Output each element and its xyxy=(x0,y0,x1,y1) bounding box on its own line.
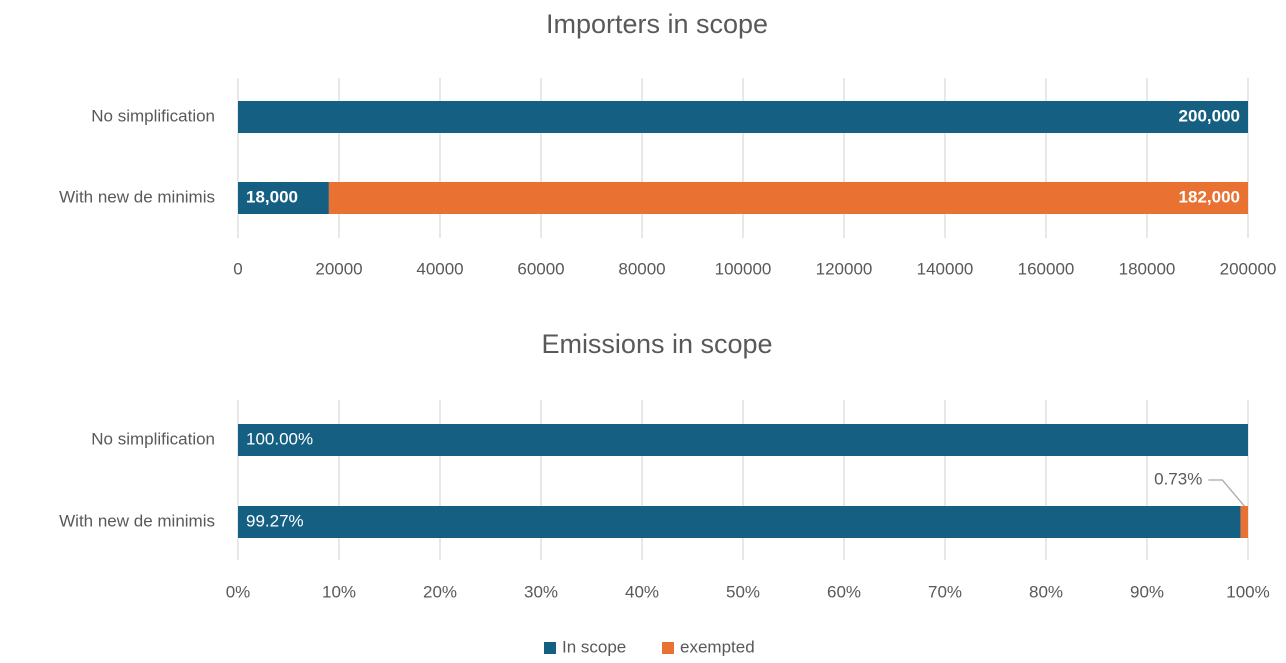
x-tick-label: 200000 xyxy=(1220,259,1277,278)
x-tick-label: 10% xyxy=(322,582,356,601)
x-tick-label: 100% xyxy=(1226,582,1269,601)
x-tick-label: 120000 xyxy=(816,259,873,278)
callout-leader-line xyxy=(1208,479,1245,507)
x-tick-label: 40000 xyxy=(416,259,463,278)
bar-exempted xyxy=(328,182,1248,214)
x-tick-label: 0% xyxy=(226,582,251,601)
bar-in-scope xyxy=(238,101,1248,133)
x-tick-label: 100000 xyxy=(715,259,772,278)
bar-in-scope xyxy=(238,506,1241,538)
category-label: No simplification xyxy=(91,106,215,125)
x-tick-label: 60000 xyxy=(517,259,564,278)
legend-swatch xyxy=(662,642,674,654)
category-label: With new de minimis xyxy=(59,187,215,206)
chart-title: Importers in scope xyxy=(546,9,768,39)
legend-label: exempted xyxy=(680,637,755,656)
x-tick-label: 70% xyxy=(928,582,962,601)
category-label: No simplification xyxy=(91,429,215,448)
x-tick-label: 160000 xyxy=(1018,259,1075,278)
category-label: With new de minimis xyxy=(59,511,215,530)
x-tick-label: 50% xyxy=(726,582,760,601)
x-tick-label: 180000 xyxy=(1119,259,1176,278)
bar-in-scope xyxy=(238,424,1248,456)
x-tick-label: 20000 xyxy=(315,259,362,278)
x-tick-label: 60% xyxy=(827,582,861,601)
data-label: 99.27% xyxy=(246,511,304,530)
bar-exempted xyxy=(1240,506,1248,538)
x-tick-label: 80000 xyxy=(618,259,665,278)
data-label: 182,000 xyxy=(1179,187,1240,206)
x-tick-label: 140000 xyxy=(917,259,974,278)
x-tick-label: 40% xyxy=(625,582,659,601)
data-label: 200,000 xyxy=(1179,106,1240,125)
legend-label: In scope xyxy=(562,637,626,656)
x-tick-label: 90% xyxy=(1130,582,1164,601)
bar-in-scope xyxy=(238,182,329,214)
data-label-callout: 0.73% xyxy=(1154,469,1202,488)
x-tick-label: 0 xyxy=(233,259,242,278)
data-label: 18,000 xyxy=(246,187,298,206)
chart-title: Emissions in scope xyxy=(541,329,772,359)
x-tick-label: 80% xyxy=(1029,582,1063,601)
x-tick-label: 20% xyxy=(423,582,457,601)
x-tick-label: 30% xyxy=(524,582,558,601)
data-label: 100.00% xyxy=(246,429,313,448)
legend-swatch xyxy=(544,642,556,654)
